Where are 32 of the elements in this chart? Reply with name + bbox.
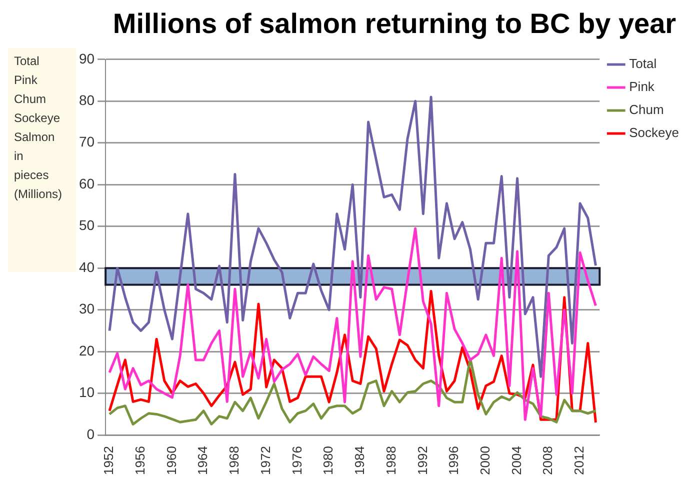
x-tick-label: 1988 (383, 446, 398, 475)
y-tick-label: 90 (78, 50, 95, 66)
legend-label: Total (629, 56, 657, 72)
x-tick-label: 1972 (258, 446, 273, 475)
x-tick-label: 2012 (572, 446, 587, 475)
y-tick-label: 10 (78, 384, 95, 400)
chart-title: Millions of salmon returning to BC by year (112, 8, 678, 41)
x-tick-label: 2008 (540, 446, 556, 475)
x-tick-label: 1964 (195, 446, 210, 475)
y-axis-title: Total Pink Chum Sockeye Salmon in pieces (Millions) (8, 48, 76, 272)
legend-label: Pink (629, 79, 655, 94)
x-tick-label: 2004 (508, 446, 524, 475)
y-tick-label: 40 (78, 258, 95, 275)
x-tick-label: 2000 (478, 446, 493, 475)
legend-label: Chum (629, 102, 664, 118)
x-tick-label: 1968 (226, 446, 242, 475)
x-tick-label: 1976 (289, 446, 304, 475)
y-tick-label: 80 (78, 92, 95, 108)
x-tick-label: 1992 (414, 446, 430, 475)
x-tick-label: 1980 (320, 446, 336, 475)
legend-label: Sockeye (629, 125, 680, 140)
x-tick-label: 1956 (132, 446, 148, 475)
x-tick-label: 1996 (446, 446, 462, 475)
x-tick-label: 1960 (164, 446, 179, 475)
y-tick-label: 20 (78, 342, 95, 358)
y-tick-label: 50 (78, 217, 95, 234)
y-tick-label: 70 (78, 134, 95, 150)
x-tick-label: 1984 (352, 446, 368, 475)
y-tick-label: 0 (86, 426, 95, 442)
y-tick-label: 30 (78, 300, 95, 317)
y-tick-label: 60 (78, 175, 95, 192)
x-tick-label: 1952 (101, 446, 116, 475)
